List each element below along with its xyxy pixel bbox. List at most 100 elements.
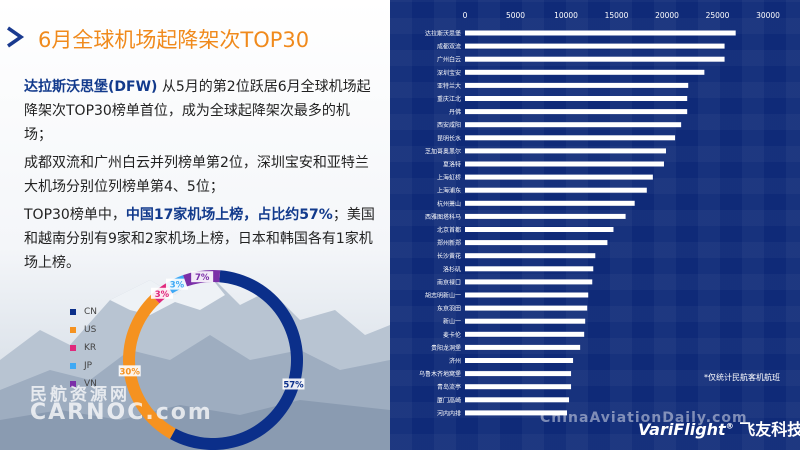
donut-label-bg-us — [118, 365, 141, 377]
bar-category-label: 青岛流亭 — [437, 383, 461, 391]
bar — [465, 109, 688, 115]
bar-category-label: 上海浦东 — [437, 187, 461, 195]
bar — [465, 30, 736, 36]
bar — [465, 187, 647, 193]
bar-category-label: 胡志明新山一 — [425, 292, 461, 300]
bar — [465, 279, 593, 285]
bar-category-label: 长沙黄花 — [437, 252, 461, 260]
x-tick-label: 0 — [463, 11, 468, 20]
bar-category-label: 北京首都 — [437, 226, 461, 234]
bar — [465, 56, 725, 62]
brand-en: VariFlight — [638, 420, 726, 439]
highlight-china-share: 中国17家机场上榜，占比约57% — [125, 207, 333, 223]
bar — [465, 371, 572, 377]
bar-chart: 0 5000 10000 15000 20000 25000 30000 达拉斯沃思堡成都双流… — [419, 11, 780, 417]
legend-swatch-cn — [70, 309, 76, 315]
donut-label-us: 30% — [120, 367, 141, 377]
bar-category-label: 亚特兰大 — [437, 82, 461, 90]
bar-category-label: 昆明长水 — [437, 134, 461, 142]
bar — [465, 200, 635, 206]
legend-swatch-us — [70, 327, 76, 333]
right-panel: 0 5000 10000 15000 20000 25000 30000 达拉斯沃思堡 成都双流… — [390, 0, 800, 450]
bar — [465, 148, 666, 154]
x-tick-label: 30000 — [756, 11, 780, 20]
bar-category-label: 南京禄口 — [437, 278, 461, 286]
summary-paragraph-1: 达拉斯沃思堡(DFW) 从5月的第2位跃居6月全球机场起降架次TOP30榜单首位… — [24, 75, 376, 147]
brand-cn: 飞友科技 — [739, 420, 800, 439]
bar — [465, 161, 664, 167]
bar-category-label: 西安咸阳 — [437, 121, 461, 129]
bar — [465, 331, 585, 337]
x-tick-label: 20000 — [655, 11, 679, 20]
bar-category-label: 丹佛 — [449, 108, 461, 116]
bar — [465, 397, 570, 403]
bar-category-label: 杭州萧山 — [437, 200, 461, 208]
legend-swatch-vn — [70, 381, 76, 387]
bar-category-label: 广州白云 — [437, 56, 461, 64]
bar — [465, 384, 572, 390]
bar-category-label: 乌鲁木齐地窝堡 — [419, 370, 461, 378]
x-tick-label: 10000 — [554, 11, 578, 20]
bar — [465, 96, 688, 101]
paragraph-3-text-a: TOP30榜单中， — [24, 207, 126, 223]
bar — [465, 240, 608, 246]
paragraph-3-text-c: ；美国和越南分别有9家和2家机场上榜，日本和韩国各有1家机场上榜。 — [24, 207, 375, 271]
bar — [465, 227, 614, 232]
x-tick-label: 25000 — [706, 11, 730, 20]
legend-label-us: US — [84, 325, 97, 335]
bar-category-label: 成都双流 — [437, 43, 461, 51]
bar-category-label: 达拉斯沃思堡 — [425, 30, 461, 38]
bar-category-label: 济州 — [449, 357, 461, 365]
watermark-cn-text: 民航资源网 — [30, 385, 130, 405]
carnoc-watermark: 民航资源网 CARNOC.com — [30, 385, 213, 425]
bar-category-label: 厦门高崎 — [437, 396, 461, 404]
bar — [465, 82, 689, 88]
legend-swatch-kr — [70, 345, 76, 351]
legend-label-kr: KR — [84, 343, 97, 353]
legend-item-us: US — [70, 321, 97, 339]
bar — [465, 344, 581, 350]
bar — [465, 253, 596, 259]
bar-category-label: 河内内排 — [437, 409, 461, 417]
bar-category-label: 洛杉矶 — [443, 265, 461, 273]
legend-item-jp: JP — [70, 357, 97, 375]
legend-label-vn: VN — [84, 379, 97, 389]
legend-item-vn: VN — [70, 375, 97, 393]
legend-label-cn: CN — [84, 307, 98, 317]
legend-label-jp: JP — [84, 361, 93, 371]
variflight-logo: VariFlight® 飞友科技 — [638, 416, 800, 440]
watermark-en-text: CARNOC.com — [30, 400, 213, 425]
footnote: *仅统计民航客机航班 — [704, 373, 780, 382]
donut-label-bg-jp — [165, 278, 188, 290]
highlight-dfw: 达拉斯沃思堡(DFW) — [24, 79, 158, 95]
bar-category-label: 芝加哥奥黑尔 — [425, 147, 461, 155]
bar-category-label: 重庆江北 — [437, 95, 461, 103]
bar-category-label: 西雅图塔科马 — [425, 213, 461, 221]
donut-label-bg-kr — [150, 287, 173, 299]
legend-swatch-jp — [70, 363, 76, 369]
donut-label-bg-cn — [282, 378, 305, 390]
page-title: 6月全球机场起降架次TOP30 — [38, 28, 310, 52]
bar — [465, 213, 626, 219]
bar-category-label: 夏洛特 — [443, 161, 461, 169]
bar — [465, 305, 588, 311]
summary-paragraph-3: TOP30榜单中，中国17家机场上榜，占比约57%；美国和越南分别有9家和2家机… — [24, 203, 376, 275]
bar — [465, 43, 725, 49]
bar — [465, 292, 589, 298]
donut-legend: CN US KR JP VN — [70, 303, 97, 393]
donut-label-jp: 3% — [170, 281, 185, 291]
bar-category-label: 郑州新郑 — [437, 239, 461, 247]
donut-chart: 57% 30% 3%3% 7% — [118, 270, 305, 450]
chinaaviationdaily-watermark: ChinaAviationDaily.com — [540, 410, 748, 426]
donut-label-vn: 7% — [195, 273, 210, 283]
donut-label-kr: 3% — [155, 290, 170, 300]
legend-item-cn: CN — [70, 303, 97, 321]
bar — [465, 318, 586, 324]
bar-category-label: 贵阳龙洞堡 — [431, 344, 461, 352]
bar-category-label: 深圳宝安 — [437, 69, 461, 77]
donut-label-cn: 57% — [283, 380, 304, 390]
bar — [465, 266, 594, 272]
bar — [465, 122, 682, 128]
paragraph-1-text: 从5月的第2位跃居6月全球机场起降架次TOP30榜单首位，成为全球起降架次最多的… — [24, 79, 371, 143]
bar-category-label: 新山一 — [443, 318, 461, 326]
